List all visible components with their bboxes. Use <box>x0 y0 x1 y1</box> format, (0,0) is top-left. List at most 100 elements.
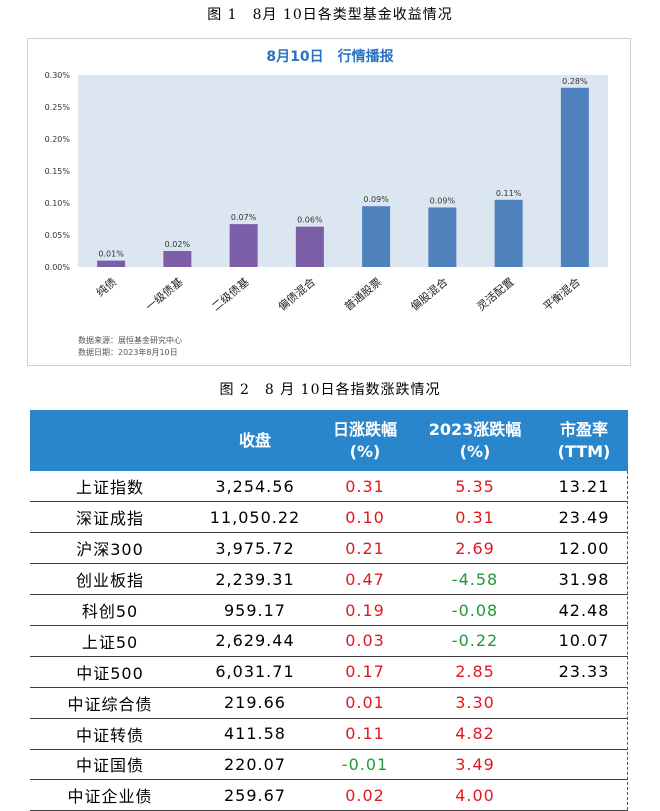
cell-close: 2,629.44 <box>190 625 320 657</box>
table-row: 中证综合债 219.66 0.01 3.30 <box>30 687 628 719</box>
cell-day-change: 0.10 <box>320 501 410 534</box>
cell-pe <box>540 718 628 750</box>
cell-pe: 42.48 <box>540 594 628 626</box>
bar-5 <box>428 207 457 267</box>
table-right-border <box>627 471 628 810</box>
cell-ytd-change: 0.31 <box>410 501 540 534</box>
cell-day-change: 0.21 <box>320 532 410 565</box>
table-row: 深证成指 11,050.22 0.10 0.31 23.49 <box>30 501 628 534</box>
header-name <box>30 410 190 471</box>
cell-pe: 13.21 <box>540 471 628 503</box>
table-row: 中证企业债 259.67 0.02 4.00 <box>30 779 628 811</box>
y-tick-label: 0.05% <box>45 231 71 240</box>
x-tick-label: 普通股票 <box>341 275 384 314</box>
cell-close: 219.66 <box>190 687 320 719</box>
bar-3 <box>295 226 324 267</box>
data-label: 0.01% <box>98 250 124 259</box>
index-table: 收盘 日涨跌幅 (%) 2023涨跌幅 (%) 市盈率 (TTM) 上证指数 3,254… <box>30 410 628 811</box>
cell-pe <box>540 779 628 811</box>
table-body: 上证指数 3,254.56 0.31 5.35 13.21 深证成指 11,050.22 0.… <box>30 471 628 811</box>
table-row: 中证500 6,031.71 0.17 2.85 23.33 <box>30 656 628 688</box>
bar-0 <box>97 260 126 267</box>
cell-close: 11,050.22 <box>190 501 320 534</box>
chart-source: 数据来源：展恒基金研究中心 <box>78 336 182 345</box>
cell-pe <box>540 687 628 719</box>
cell-ytd-change: 2.69 <box>410 532 540 565</box>
cell-index-name: 沪深300 <box>30 532 190 565</box>
cell-index-name: 上证指数 <box>30 471 190 503</box>
cell-pe: 23.49 <box>540 501 628 534</box>
cell-ytd-change: 3.30 <box>410 687 540 719</box>
cell-day-change: 0.02 <box>320 779 410 811</box>
y-tick-label: 0.25% <box>45 103 71 112</box>
cell-ytd-change: 5.35 <box>410 471 540 503</box>
cell-ytd-change: -4.58 <box>410 563 540 596</box>
x-tick-label: 偏股混合 <box>408 275 451 314</box>
table-row: 上证指数 3,254.56 0.31 5.35 13.21 <box>30 471 628 503</box>
data-label: 0.28% <box>562 77 588 86</box>
y-tick-label: 0.20% <box>45 135 71 144</box>
cell-close: 259.67 <box>190 779 320 811</box>
y-tick-label: 0.15% <box>45 167 71 176</box>
data-label: 0.02% <box>165 240 191 249</box>
y-tick-label: 0.10% <box>45 199 71 208</box>
cell-pe: 31.98 <box>540 563 628 596</box>
cell-pe: 23.33 <box>540 656 628 688</box>
table-row: 中证转债 411.58 0.11 4.82 <box>30 718 628 750</box>
y-tick-label: 0.30% <box>45 71 71 80</box>
cell-index-name: 上证50 <box>30 625 190 657</box>
cell-day-change: 0.47 <box>320 563 410 596</box>
cell-day-change: 0.19 <box>320 594 410 626</box>
x-tick-label: 灵活配置 <box>474 275 516 313</box>
x-tick-label: 平衡混合 <box>540 275 583 314</box>
bar-chart-svg: 8月10日 行情播报 0.00% 0.05% 0.10% 0.15% 0.20% 0.25%… <box>45 48 608 314</box>
x-tick-label: 一级债基 <box>143 275 186 314</box>
cell-index-name: 科创50 <box>30 594 190 626</box>
x-tick-label: 二级债基 <box>209 275 252 314</box>
header-close: 收盘 <box>238 430 271 450</box>
bar-7 <box>560 87 589 267</box>
data-label: 0.06% <box>297 216 323 225</box>
bar-4 <box>362 206 391 267</box>
table-row: 中证国债 220.07 -0.01 3.49 <box>30 749 628 781</box>
cell-ytd-change: 3.49 <box>410 749 540 781</box>
chart-date: 数据日期：2023年8月10日 <box>78 348 178 357</box>
cell-close: 3,254.56 <box>190 471 320 503</box>
cell-index-name: 深证成指 <box>30 501 190 534</box>
cell-day-change: 0.31 <box>320 471 410 503</box>
cell-index-name: 中证企业债 <box>30 779 190 811</box>
table-row: 科创50 959.17 0.19 -0.08 42.48 <box>30 594 628 626</box>
data-label: 0.11% <box>496 189 522 198</box>
cell-pe <box>540 749 628 781</box>
index-table-wrap: 收盘 日涨跌幅 (%) 2023涨跌幅 (%) 市盈率 (TTM) 上证指数 3,254… <box>30 410 628 811</box>
cell-close: 3,975.72 <box>190 532 320 565</box>
table-row: 沪深300 3,975.72 0.21 2.69 12.00 <box>30 532 628 565</box>
cell-close: 6,031.71 <box>190 656 320 688</box>
chart-title: 8月10日 行情播报 <box>266 48 393 65</box>
plot-area <box>78 75 608 267</box>
data-label: 0.09% <box>363 195 389 204</box>
cell-index-name: 中证国债 <box>30 749 190 781</box>
table-row: 创业板指 2,239.31 0.47 -4.58 31.98 <box>30 563 628 596</box>
cell-ytd-change: -0.08 <box>410 594 540 626</box>
cell-index-name: 创业板指 <box>30 563 190 596</box>
cell-day-change: 0.11 <box>320 718 410 750</box>
x-tick-label: 偏债混合 <box>275 275 318 314</box>
header-pe: 市盈率 (TTM) <box>557 419 611 461</box>
cell-close: 220.07 <box>190 749 320 781</box>
cell-close: 411.58 <box>190 718 320 750</box>
bar-6 <box>494 199 523 267</box>
data-label: 0.07% <box>231 213 257 222</box>
cell-index-name: 中证500 <box>30 656 190 688</box>
cell-pe: 10.07 <box>540 625 628 657</box>
figure1-caption: 图 1 8月 10日各类型基金收益情况 <box>207 7 453 23</box>
table-header-row: 收盘 日涨跌幅 (%) 2023涨跌幅 (%) 市盈率 (TTM) <box>30 410 628 471</box>
cell-ytd-change: 4.00 <box>410 779 540 811</box>
y-tick-label: 0.00% <box>45 263 71 272</box>
cell-close: 2,239.31 <box>190 563 320 596</box>
cell-pe: 12.00 <box>540 532 628 565</box>
fund-return-chart: 8月10日 行情播报 0.00% 0.05% 0.10% 0.15% 0.20% 0.25%… <box>27 38 631 366</box>
header-ytd-change: 2023涨跌幅 (%) <box>428 419 522 461</box>
header-day-change: 日涨跌幅 (%) <box>332 419 397 461</box>
cell-day-change: 0.03 <box>320 625 410 657</box>
